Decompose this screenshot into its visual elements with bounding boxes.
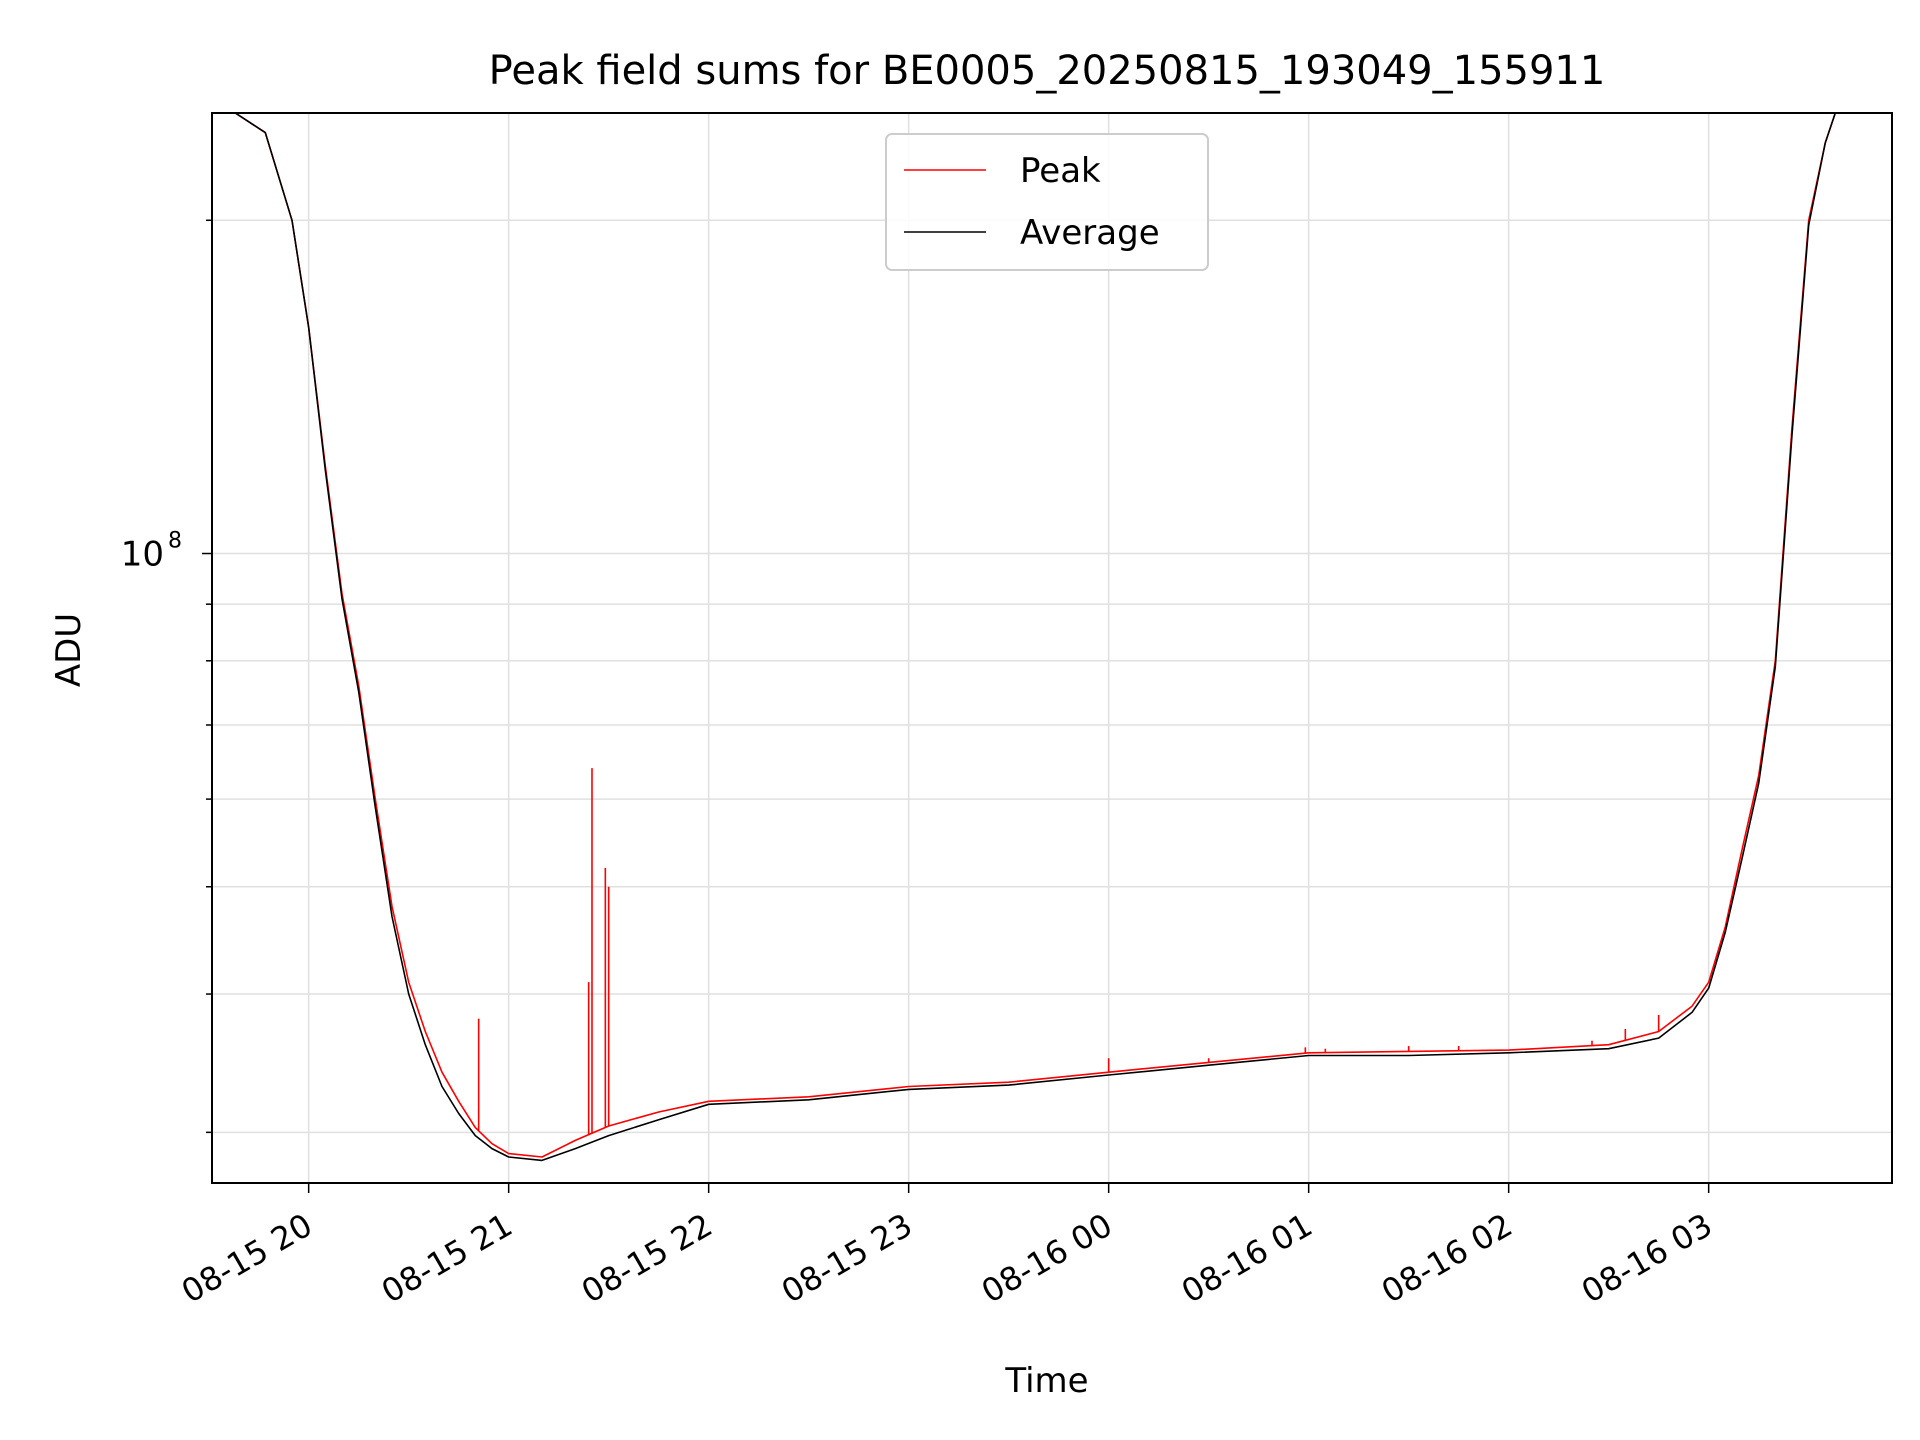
chart-title: Peak field sums for BE0005_20250815_1930…: [489, 48, 1606, 94]
series-line-average: [234, 113, 1837, 1162]
legend-label-peak: Peak: [1020, 151, 1101, 191]
legend-box: [885, 133, 1209, 271]
x-axis-label: Time: [1004, 1361, 1088, 1401]
y-axis-label: ADU: [49, 613, 89, 687]
grid-lines: [212, 113, 1892, 1183]
series-line-peak: [234, 113, 1837, 1158]
series-layer: [234, 113, 1837, 1162]
y-axis: 10 8: [121, 219, 212, 1134]
legend-label-average: Average: [1020, 213, 1160, 253]
plot-frame: [211, 112, 1893, 1184]
legend: Peak Average: [885, 133, 1209, 271]
y-tick-exponent: 8: [168, 529, 182, 554]
y-tick-label: 10: [121, 535, 164, 575]
